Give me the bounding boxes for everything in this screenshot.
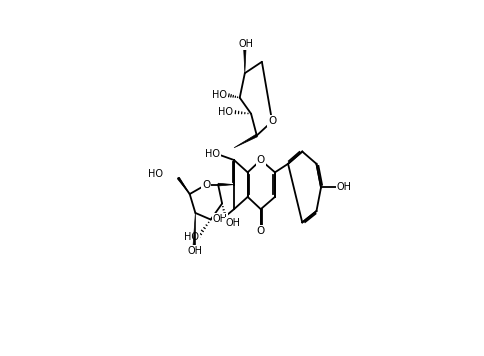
Polygon shape [177,177,190,194]
Polygon shape [193,213,196,246]
Text: O: O [257,226,265,236]
Polygon shape [218,183,234,186]
Text: HO: HO [212,90,227,100]
Text: O: O [257,155,265,165]
Text: OH: OH [212,214,227,224]
Text: HO: HO [218,108,233,117]
Text: OH: OH [337,182,352,193]
Text: O: O [268,116,276,126]
Polygon shape [234,134,257,148]
Text: HO: HO [184,231,199,242]
Text: OH: OH [226,218,241,228]
Text: HO: HO [148,169,163,179]
Text: HO: HO [205,149,220,159]
Text: OH: OH [239,39,254,49]
Text: O: O [202,180,211,190]
Text: OH: OH [187,246,202,256]
Polygon shape [243,48,246,73]
